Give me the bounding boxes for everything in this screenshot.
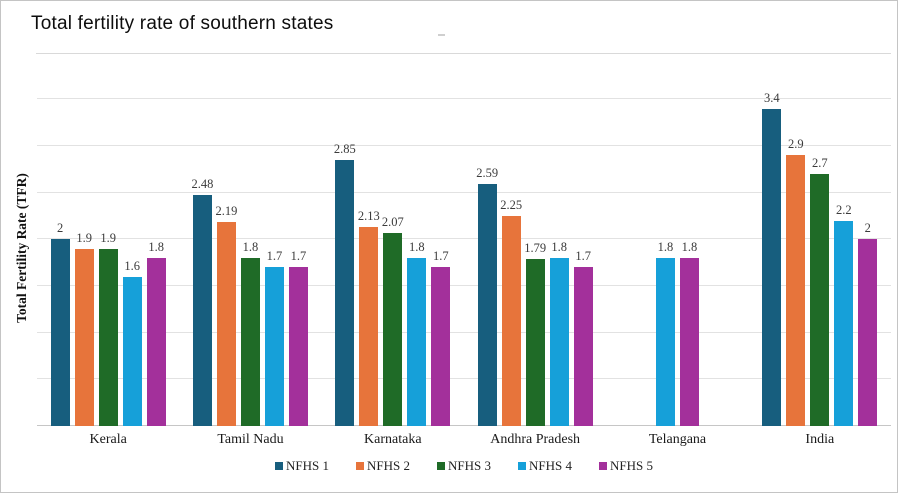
- category-label: Telangana: [648, 432, 707, 447]
- bar-value-label: 1.7: [290, 249, 307, 264]
- legend-swatch-icon: [518, 462, 526, 470]
- y-axis-label: Total Fertility Rate (TFR): [14, 173, 29, 323]
- bar-value-label: 1.8: [681, 240, 698, 255]
- bar-value-label: 1.8: [242, 240, 259, 255]
- gridline: [37, 331, 891, 333]
- legend-item: NFHS 5: [599, 458, 653, 474]
- gridline: [37, 98, 891, 100]
- gridline: [37, 191, 891, 193]
- bar: 2.19: [216, 204, 237, 426]
- bar: 1.8: [679, 240, 699, 426]
- bar-value-label: 1.8: [148, 240, 164, 255]
- bar: 1.7: [573, 249, 593, 426]
- bar: 2.13: [358, 209, 380, 426]
- bar-value-label: 1.8: [657, 240, 674, 255]
- legend-item: NFHS 1: [275, 458, 329, 474]
- bar: 1.9: [98, 231, 118, 426]
- legend-label: NFHS 4: [529, 458, 572, 473]
- bar-value-label: 1.8: [551, 240, 567, 255]
- bar: 1.7: [264, 249, 284, 426]
- bar: 1.6: [122, 259, 142, 426]
- bar: 2.7: [810, 156, 830, 426]
- bar-value-label: 1.7: [266, 249, 283, 264]
- bar-value-label: 2.19: [215, 203, 238, 218]
- bar-group-kerala: 2 1.9 1.9 1.6 1.8: [37, 71, 179, 426]
- bar-value-label: 1.7: [575, 249, 591, 264]
- title-separator: [36, 53, 891, 54]
- bar-value-label: 1.7: [433, 249, 449, 264]
- bar-group-tamil-nadu: 2.48 2.19 1.8 1.7 1.7: [179, 71, 321, 426]
- bar: 1.79: [524, 241, 546, 426]
- gridline: [37, 285, 891, 287]
- bar: 2.9: [786, 137, 806, 426]
- bar-value-label: 2.2: [835, 202, 852, 217]
- category-axis: Kerala Tamil Nadu Karnataka Andhra Pradesh T…: [37, 432, 891, 448]
- legend: NFHS 1 NFHS 2 NFHS 3 NFHS 4 NFHS 5: [37, 458, 891, 474]
- bar: 1.9: [74, 231, 94, 426]
- legend-label: NFHS 2: [367, 458, 410, 473]
- x-axis-line: [37, 425, 891, 426]
- bar: 2: [50, 221, 70, 426]
- category-label: Kerala: [89, 432, 127, 447]
- bar-value-label: 1.79: [524, 241, 547, 255]
- category-label: India: [805, 432, 835, 447]
- category-label: Andhra Pradesh: [490, 432, 581, 447]
- bar: 3.4: [762, 91, 782, 426]
- bar-value-label: 2.13: [357, 209, 380, 224]
- bar-value-label: 2.07: [381, 214, 404, 229]
- category-label: Tamil Nadu: [217, 432, 284, 447]
- bar-group-telangana: 1.8 1.8: [606, 71, 748, 426]
- bar-value-label: 1.9: [76, 230, 92, 245]
- gridline: [37, 378, 891, 380]
- legend-swatch-icon: [599, 462, 607, 470]
- legend-swatch-icon: [437, 462, 445, 470]
- legend-swatch-icon: [275, 462, 283, 470]
- bar-value-label: 2.25: [500, 198, 523, 213]
- chart-title: Total fertility rate of southern states: [31, 13, 334, 34]
- bar: 2.59: [476, 166, 498, 426]
- gridline: [37, 238, 891, 240]
- bar: 1.7: [431, 249, 451, 426]
- legend-item: NFHS 3: [437, 458, 491, 474]
- bar-value-label: 1.9: [100, 230, 116, 245]
- bar-value-label: 2.9: [787, 137, 804, 152]
- bar: 2.2: [834, 203, 854, 426]
- legend-label: NFHS 5: [610, 458, 653, 473]
- artifact-mark: [438, 34, 445, 36]
- bar-group-karnataka: 2.85 2.13 2.07 1.8 1.7: [322, 71, 464, 426]
- bar: 1.8: [549, 240, 569, 426]
- legend-item: NFHS 2: [356, 458, 410, 474]
- legend-label: NFHS 1: [286, 458, 329, 473]
- bar: 1.8: [240, 240, 260, 426]
- bar-value-label: 2: [864, 221, 871, 236]
- bar: 2.48: [192, 177, 213, 426]
- plot-area: 2 1.9 1.9 1.6 1.8 2.48 2.19 1.8 1.7 1.7 2.85 2.13 2.…: [37, 71, 891, 426]
- legend-item: NFHS 4: [518, 458, 572, 474]
- bar-value-label: 2.85: [333, 142, 356, 157]
- bar: 1.8: [407, 240, 427, 426]
- bar-value-label: 1.6: [124, 258, 140, 273]
- bar-value-label: 2.59: [476, 166, 499, 181]
- gridline: [37, 145, 891, 147]
- bar-value-label: 2: [57, 221, 64, 236]
- bar: 1.7: [288, 249, 308, 426]
- bar-value-label: 2.48: [191, 176, 214, 191]
- bar-group-andhra-pradesh: 2.59 2.25 1.79 1.8 1.7: [464, 71, 606, 426]
- bar-value-label: 3.4: [763, 90, 780, 105]
- legend-label: NFHS 3: [448, 458, 491, 473]
- category-label: Karnataka: [364, 432, 422, 447]
- bar-groups: 2 1.9 1.9 1.6 1.8 2.48 2.19 1.8 1.7 1.7 2.85 2.13 2.…: [37, 71, 891, 426]
- bar: 2.25: [500, 198, 522, 426]
- bar-value-label: 1.8: [409, 240, 425, 255]
- legend-swatch-icon: [356, 462, 364, 470]
- bar-value-label: 2.7: [811, 156, 828, 171]
- bar: 2: [858, 221, 878, 426]
- bar: 2.85: [334, 142, 356, 426]
- bar: 1.8: [655, 240, 675, 426]
- bar: 1.8: [146, 240, 166, 426]
- bar: 2.07: [382, 215, 404, 426]
- bar-group-india: 3.4 2.9 2.7 2.2 2: [749, 71, 891, 426]
